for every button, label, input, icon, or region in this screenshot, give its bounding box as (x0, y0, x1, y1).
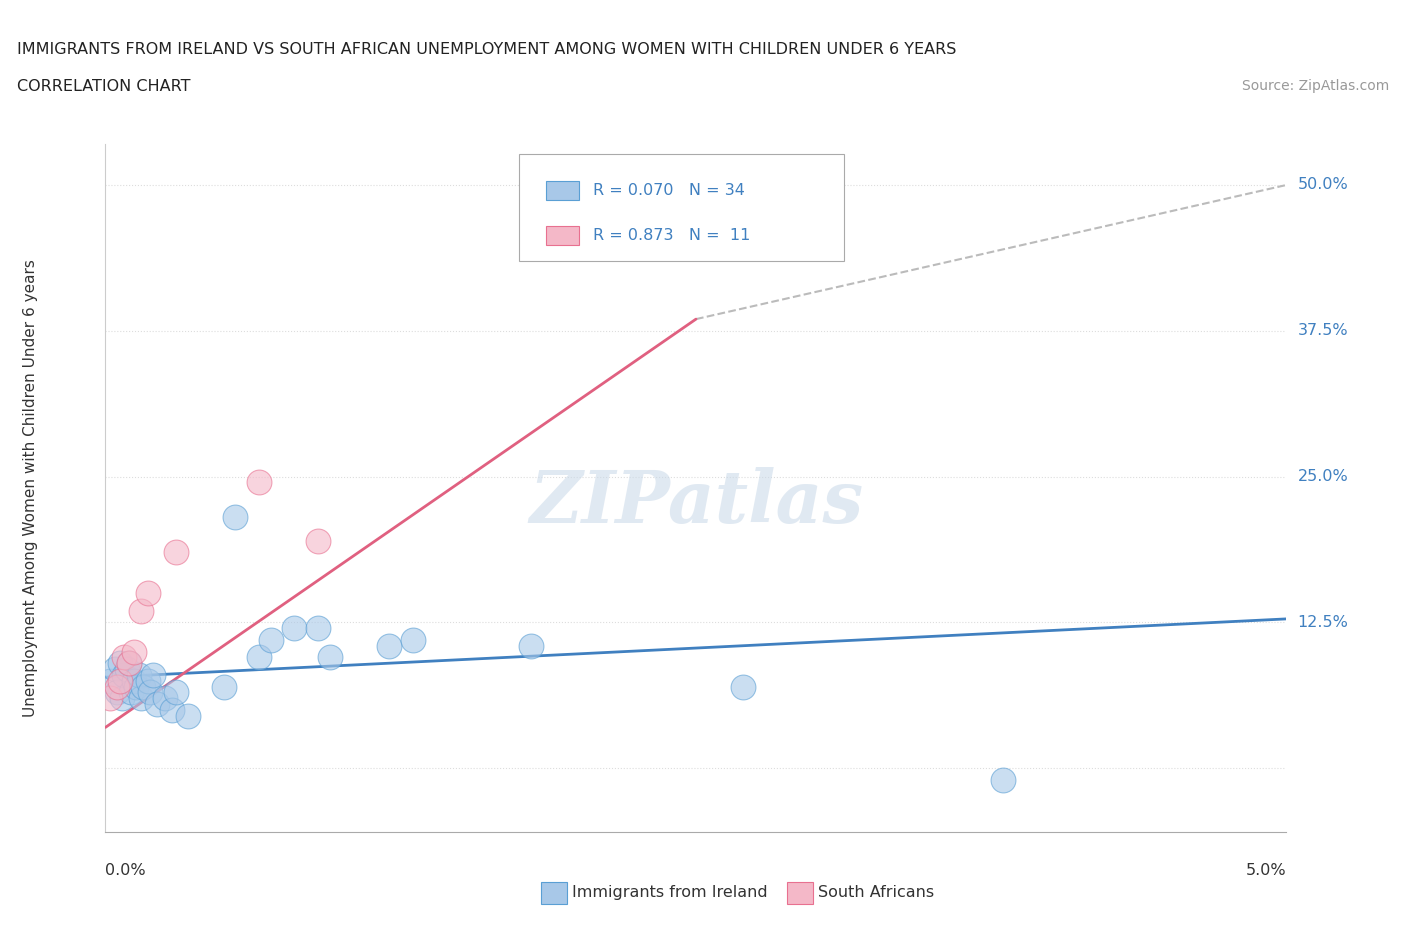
Bar (546, 226, 579, 246)
Point (146, 697, 169, 711)
Point (112, 668, 135, 683)
Point (98, 673, 121, 688)
Point (165, 545, 187, 560)
Text: IMMIGRANTS FROM IRELAND VS SOUTH AFRICAN UNEMPLOYMENT AMONG WOMEN WITH CHILDREN : IMMIGRANTS FROM IRELAND VS SOUTH AFRICAN… (17, 42, 956, 57)
Point (247, 475, 270, 490)
Text: 37.5%: 37.5% (1298, 324, 1348, 339)
Point (122, 644, 145, 659)
Point (136, 673, 159, 688)
Point (177, 709, 200, 724)
Point (319, 650, 342, 665)
Point (122, 673, 145, 688)
Point (108, 673, 131, 688)
Text: Source: ZipAtlas.com: Source: ZipAtlas.com (1241, 79, 1389, 93)
Text: CORRELATION CHART: CORRELATION CHART (17, 79, 190, 94)
Text: Immigrants from Ireland: Immigrants from Ireland (572, 885, 768, 900)
Text: 12.5%: 12.5% (1298, 615, 1348, 630)
Point (128, 668, 150, 683)
Text: R = 0.873   N =  11: R = 0.873 N = 11 (593, 228, 751, 244)
Point (118, 656, 141, 671)
Point (401, 632, 423, 647)
Bar (546, 181, 579, 201)
Text: 5.0%: 5.0% (1246, 863, 1286, 878)
Point (105, 684, 128, 699)
Point (118, 656, 141, 671)
Point (991, 773, 1014, 788)
Point (733, 679, 755, 694)
Point (129, 691, 152, 706)
Point (108, 656, 131, 671)
Point (142, 668, 165, 683)
Text: 25.0%: 25.0% (1298, 469, 1348, 485)
Text: R = 0.070   N = 34: R = 0.070 N = 34 (593, 183, 745, 198)
Point (165, 684, 187, 699)
Text: 50.0%: 50.0% (1298, 178, 1348, 193)
Point (125, 679, 148, 694)
Point (307, 533, 329, 548)
Point (115, 661, 138, 676)
Point (120, 684, 142, 699)
Point (111, 691, 134, 706)
Point (160, 702, 183, 717)
Point (260, 632, 283, 647)
Point (105, 679, 128, 694)
Point (136, 586, 159, 601)
Text: ZIPatlas: ZIPatlas (529, 467, 863, 538)
Point (519, 638, 541, 653)
Point (153, 691, 176, 706)
FancyBboxPatch shape (519, 154, 844, 261)
Point (104, 661, 127, 676)
Point (132, 679, 155, 694)
Point (112, 650, 135, 665)
Point (129, 604, 152, 618)
Point (212, 679, 235, 694)
Point (224, 510, 246, 525)
Text: Unemployment Among Women with Children Under 6 years: Unemployment Among Women with Children U… (24, 259, 38, 717)
Point (98, 691, 121, 706)
Point (307, 621, 329, 636)
Point (283, 621, 305, 636)
Text: 0.0%: 0.0% (105, 863, 146, 878)
Point (378, 638, 401, 653)
Point (247, 650, 270, 665)
Text: South Africans: South Africans (818, 885, 935, 900)
Point (139, 684, 162, 699)
